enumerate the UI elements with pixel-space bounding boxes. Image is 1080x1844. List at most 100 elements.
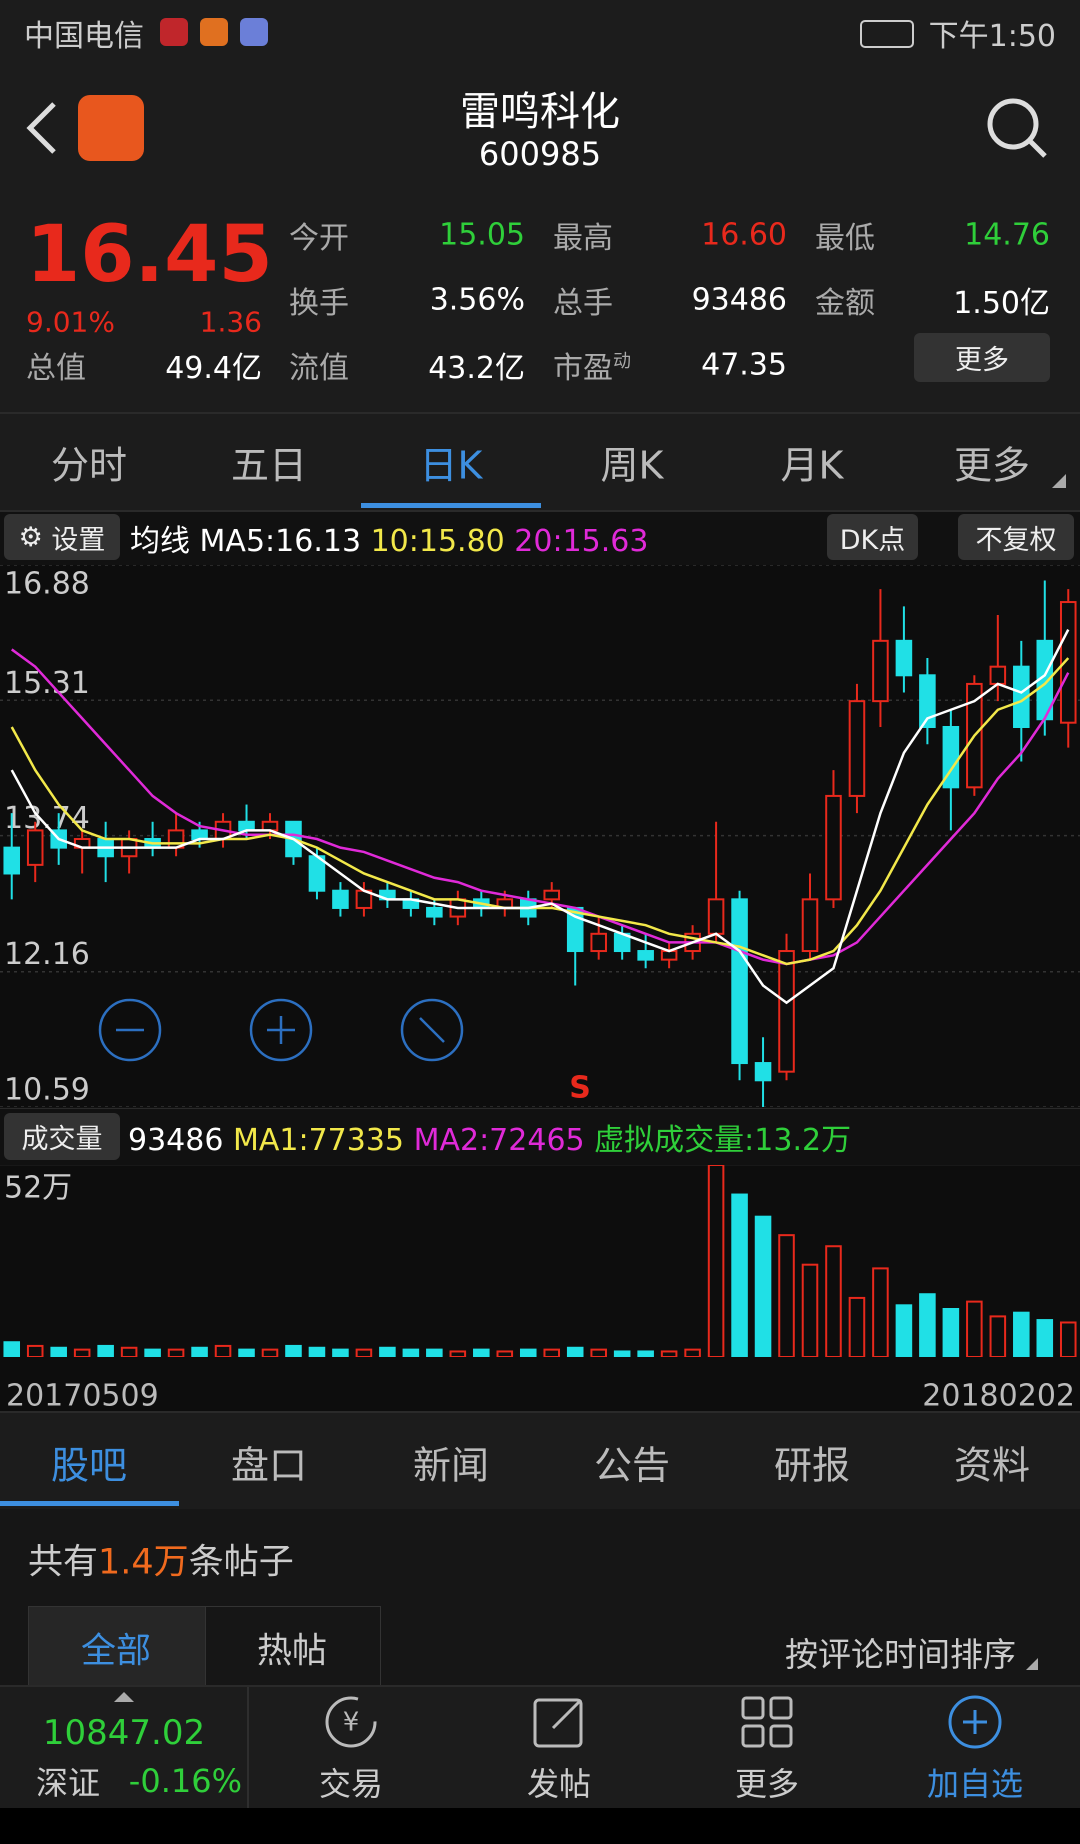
app-logo: [78, 95, 144, 161]
tab-arrow: [1052, 474, 1066, 488]
field-value: 47.35: [701, 347, 787, 383]
candle-body: [942, 725, 960, 789]
volume-bar: [285, 1344, 302, 1357]
tab[interactable]: 日K: [419, 443, 483, 488]
ma10-line: [10, 657, 1070, 966]
candle-body: [426, 906, 443, 918]
field-value: 15.05: [439, 217, 525, 253]
volume-label: 成交量: [21, 1124, 103, 1155]
signal-marker: S: [569, 1070, 591, 1106]
tab[interactable]: 月K: [780, 443, 844, 488]
carrier: 中国电信: [24, 19, 144, 54]
settings-button[interactable]: ⚙ 设置: [4, 514, 120, 560]
tab[interactable]: 新闻: [412, 1443, 490, 1488]
more-icon: [741, 1696, 793, 1748]
field-label: 最高: [553, 221, 613, 256]
candle-body: [261, 820, 279, 832]
dk-button[interactable]: DK点: [827, 514, 918, 560]
filter-all[interactable]: [28, 1606, 206, 1687]
action-label[interactable]: 交易: [318, 1765, 384, 1803]
y-tick-label: 52万: [4, 1171, 72, 1206]
back-button[interactable]: [22, 100, 62, 156]
volume-virtual: 虚拟成交量:13.2万: [594, 1123, 852, 1158]
candle-body: [731, 898, 748, 1065]
start-date: 20170509: [6, 1378, 159, 1414]
volume-bar: [0, 1108, 1080, 1166]
ma20-line: [10, 648, 1070, 966]
stock-code: 600985: [478, 135, 602, 173]
clock: 下午1:50: [928, 19, 1056, 54]
volume-bar: [895, 1304, 913, 1357]
field-sup: 动: [613, 351, 631, 372]
candle-body: [637, 950, 654, 961]
action-label[interactable]: 发帖: [526, 1765, 592, 1803]
tab[interactable]: 资料: [953, 1443, 1031, 1488]
volume-ma2: MA2:72465: [413, 1123, 585, 1158]
candle-body: [26, 829, 44, 866]
period-tabs: [0, 414, 1080, 512]
post-icon: [533, 1698, 583, 1748]
volume-bar: [966, 1300, 983, 1357]
volume-bar: [731, 1193, 748, 1357]
sort-label[interactable]: 按评论时间排序: [785, 1635, 1016, 1674]
candle-body: [895, 639, 913, 677]
volume-bar: [214, 1344, 232, 1357]
field-label: 市盈动: [553, 351, 631, 386]
volume-bar: [308, 1346, 326, 1357]
candle-body: [191, 829, 208, 841]
tab-underline: [0, 1501, 179, 1506]
candle-body: [3, 846, 21, 875]
tab[interactable]: 周K: [600, 443, 664, 488]
volume-bar: [519, 1348, 537, 1357]
volume-bar: [473, 1348, 490, 1357]
tab[interactable]: 股吧: [50, 1443, 128, 1488]
field-label: 总值: [26, 351, 86, 386]
divider: [247, 1687, 249, 1808]
tab[interactable]: 盘口: [230, 1443, 308, 1488]
fullscreen[interactable]: [400, 998, 464, 1062]
candle-body: [1059, 601, 1077, 724]
index-name: 深证: [36, 1764, 101, 1802]
volume-bar: [191, 1346, 208, 1357]
field-value: 93486: [691, 282, 787, 318]
ma-label: 均线: [130, 524, 190, 559]
y-tick-label: 16.88: [4, 567, 90, 602]
zoom-in[interactable]: [249, 998, 313, 1062]
tab-underline: [361, 503, 541, 508]
candle-body: [919, 674, 936, 728]
adjust-button[interactable]: 不复权: [958, 514, 1074, 560]
ma5-value: MA5:16.13: [199, 524, 362, 559]
kline-chart: 16.88 15.31 13.74 12.16 10.59: [0, 565, 1080, 1107]
volume-bar: [566, 1346, 584, 1357]
candle-body: [989, 665, 1007, 685]
tab[interactable]: 公告: [593, 1443, 671, 1488]
y-tick-label: 13.74: [4, 801, 90, 836]
y-tick-label: 10.59: [4, 1073, 90, 1108]
tab[interactable]: 研报: [773, 1443, 851, 1488]
post-prefix: 共有: [28, 1542, 99, 1583]
dk-label: DK点: [839, 524, 906, 556]
zoom-out[interactable]: [98, 998, 162, 1062]
ma10-value: 10:15.80: [370, 524, 505, 559]
nav-bar: [0, 1808, 1080, 1844]
ma20-value: 20:15.63: [514, 524, 649, 559]
volume-bar: [238, 1348, 255, 1357]
battery: [860, 20, 914, 48]
tab[interactable]: 五日: [230, 443, 308, 488]
action-label[interactable]: 更多: [734, 1765, 800, 1803]
tab[interactable]: 分时: [50, 443, 128, 488]
volume-bar: [332, 1348, 349, 1357]
volume-bar: [73, 1348, 91, 1357]
search-button[interactable]: [985, 96, 1049, 160]
volume-bar: [3, 1341, 21, 1357]
status-icon: [200, 18, 228, 46]
more-button[interactable]: 更多: [914, 333, 1050, 382]
action-label[interactable]: 加自选: [926, 1765, 1024, 1803]
candle-body: [872, 639, 889, 703]
volume-button[interactable]: 成交量: [4, 1113, 120, 1160]
candle-body: [801, 898, 819, 953]
volume-bar: [50, 1346, 67, 1357]
volume-bar: [989, 1315, 1007, 1357]
tab[interactable]: 更多: [953, 443, 1031, 488]
